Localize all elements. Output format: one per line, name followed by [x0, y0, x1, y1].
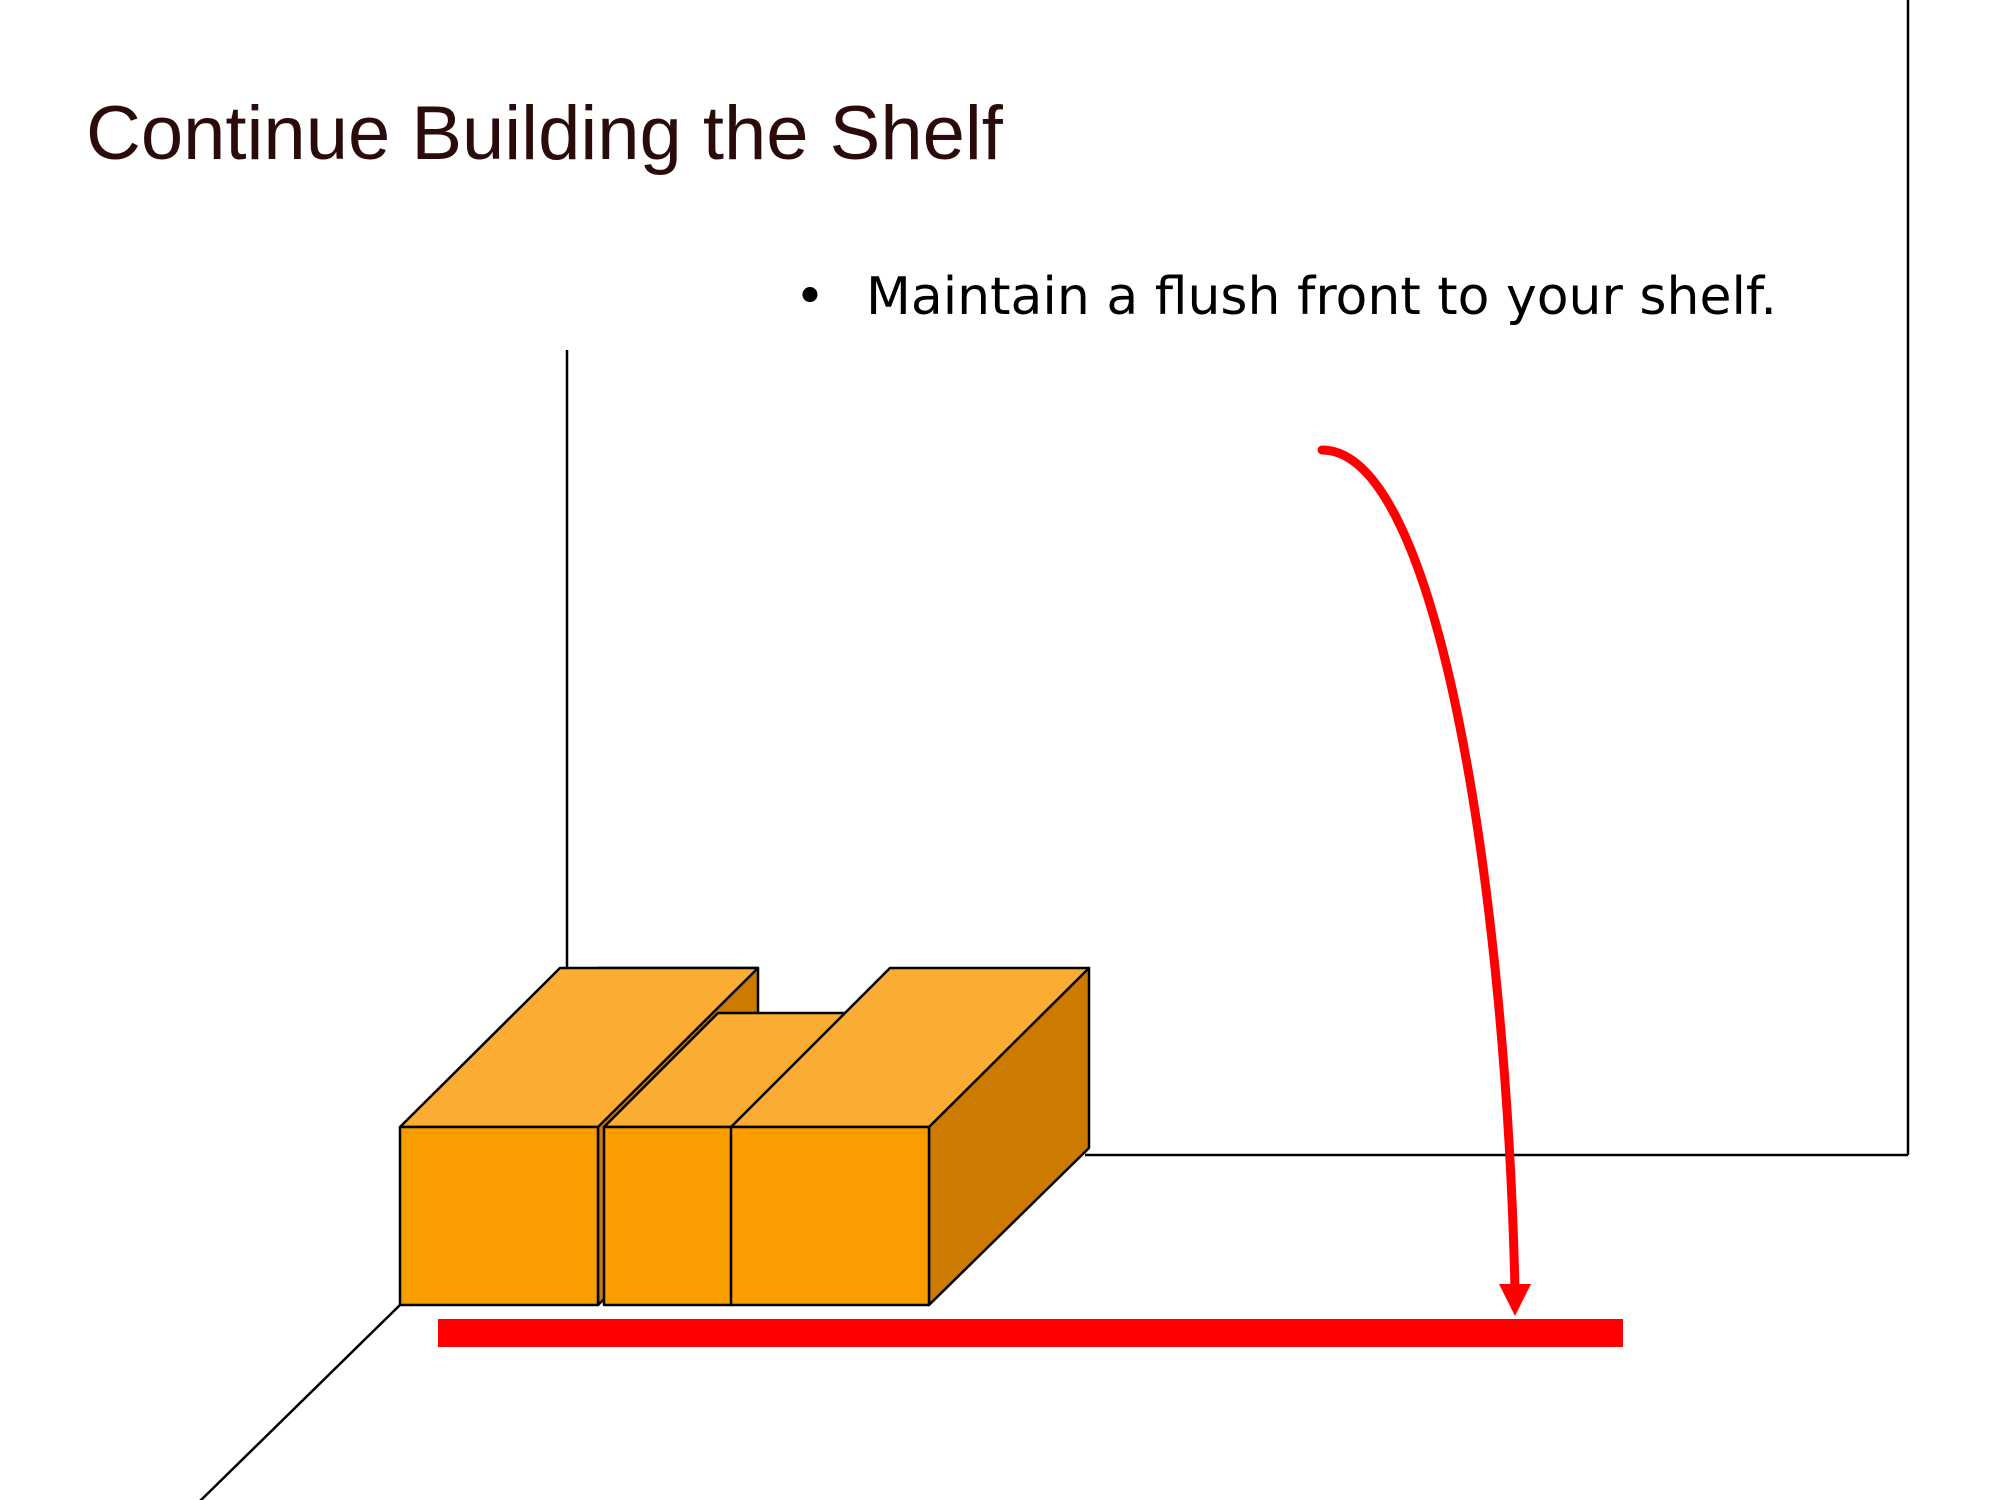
curved-down-arrow-icon	[1317, 445, 1531, 1316]
box-middle-front	[602, 1125, 734, 1307]
slide-title: Continue Building the Shelf	[86, 91, 1003, 176]
box-right	[729, 966, 1091, 1307]
bullet-item: • Maintain a flush front to your shelf.	[790, 262, 1777, 332]
flush-front-indicator-bar	[438, 1319, 1623, 1347]
bullet-text: Maintain a flush front to your shelf.	[866, 267, 1777, 327]
box-left-front	[398, 1125, 600, 1307]
floor-left-line	[199, 1304, 401, 1500]
bullet-list: • Maintain a flush front to your shelf.	[790, 262, 1777, 332]
box-right-front	[729, 1125, 931, 1307]
arrow-shaft	[1317, 445, 1520, 1295]
bullet-marker: •	[794, 267, 826, 327]
arrow-head	[1499, 1284, 1531, 1316]
box-middle	[602, 1011, 937, 1307]
